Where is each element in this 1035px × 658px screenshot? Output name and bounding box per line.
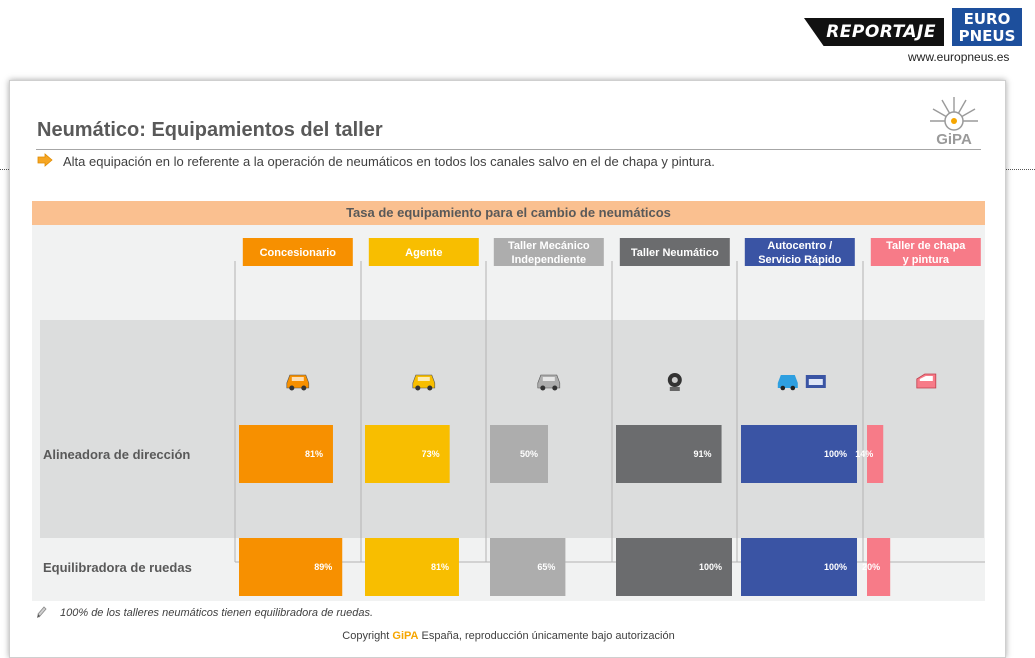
data-label: 65% [537, 562, 555, 572]
bar-taller-de-chapa-y-pintura-alineadora-de-direccion [867, 425, 884, 483]
bar-autocentro-servicio-rapido-alineadora-de-direccion [741, 425, 857, 483]
bar-agente-equilibradora-de-ruedas [365, 538, 459, 596]
data-label: 14% [855, 449, 873, 459]
data-label: 100% [824, 562, 847, 572]
copyright-suffix: España, reproducción únicamente bajo aut… [418, 630, 675, 642]
column-header-label: Taller Mecánico [508, 240, 590, 252]
column-header-agente [368, 238, 479, 266]
title-divider [36, 149, 981, 150]
column-header-label: Servicio Rápido [758, 254, 841, 266]
data-label: 20% [862, 562, 880, 572]
bar-taller-neumatico-equilibradora-de-ruedas [616, 538, 732, 596]
page-divider-right [1006, 169, 1035, 170]
data-label: 89% [314, 562, 332, 572]
data-label: 91% [694, 449, 712, 459]
column-header-taller-mecanico-independiente [493, 238, 604, 266]
reportaje-label: REPORTAJE [826, 22, 936, 42]
data-label: 81% [305, 449, 323, 459]
data-label: 100% [824, 449, 847, 459]
row-label-equilibradora-de-ruedas: Equilibradora de ruedas [43, 560, 192, 575]
data-label: 100% [699, 562, 722, 572]
column-header-taller-neumatico [619, 238, 730, 266]
page-divider-left [0, 169, 9, 170]
bar-concesionario-alineadora-de-direccion [239, 425, 333, 483]
copyright-brand: GiPA [392, 630, 419, 642]
europneus-logo-line2: PNEUS [958, 27, 1016, 45]
bar-taller-neumatico-alineadora-de-direccion [616, 425, 722, 483]
footnote: 100% de los talleres neumáticos tienen e… [60, 607, 374, 619]
slide-title: Neumático: Equipamientos del taller [37, 119, 383, 141]
bar-autocentro-servicio-rapido-equilibradora-de-ruedas [741, 538, 857, 596]
car-icon [537, 374, 561, 391]
column-header-label: Agente [405, 247, 442, 259]
pencil-icon [37, 606, 47, 618]
column-header-taller-de-chapa-y-pintura [870, 238, 981, 266]
column-header-label: Concesionario [260, 247, 337, 259]
equipment-chart: Alineadora de dirección Equilibradora de … [43, 238, 985, 596]
slide-subtitle: Alta equipación en lo referente a la ope… [63, 154, 715, 169]
bar-taller-mecanico-independiente-alineadora-de-direccion [490, 425, 548, 483]
bar-agente-alineadora-de-direccion [365, 425, 450, 483]
column-header-label: y pintura [903, 254, 950, 266]
column-header-concesionario [242, 238, 353, 266]
column-header-autocentro-servicio-rapido [744, 238, 855, 266]
chart-title: Tasa de equipamiento para el cambio de n… [32, 201, 985, 225]
bar-taller-de-chapa-y-pintura-equilibradora-de-ruedas [867, 538, 891, 596]
tire-icon [667, 373, 682, 391]
bar-concesionario-equilibradora-de-ruedas [239, 538, 343, 596]
copyright: Copyright GiPA España, reproducción únic… [10, 630, 1007, 642]
site-url[interactable]: www.europneus.es [908, 50, 1010, 64]
gipa-logo-text: GiPA [936, 131, 972, 147]
row-label-alineadora-de-direccion: Alineadora de dirección [43, 447, 190, 462]
bar-taller-mecanico-independiente-equilibradora-de-ruedas [490, 538, 566, 596]
data-label: 81% [431, 562, 449, 572]
data-label: 50% [520, 449, 538, 459]
column-header-label: Taller de chapa [886, 240, 966, 252]
europneus-logo[interactable]: EURO PNEUS [952, 8, 1022, 46]
column-header-label: Independiente [512, 254, 587, 266]
column-header-label: Taller Neumático [631, 247, 719, 259]
data-label: 73% [422, 449, 440, 459]
car-icon [286, 374, 310, 391]
service-icon [777, 375, 826, 391]
chart-panel: Tasa de equipamiento para el cambio de n… [32, 201, 985, 601]
reportaje-banner: REPORTAJE [804, 18, 944, 46]
car-icon [412, 374, 436, 391]
copyright-prefix: Copyright [342, 630, 393, 642]
arrow-right-icon [37, 153, 53, 167]
column-header-label: Autocentro / [767, 240, 832, 252]
gipa-logo: GiPA [930, 97, 978, 147]
europneus-logo-line1: EURO [963, 10, 1011, 28]
slide: Neumático: Equipamientos del taller GiPA… [9, 80, 1006, 658]
car-door-icon [916, 373, 937, 389]
